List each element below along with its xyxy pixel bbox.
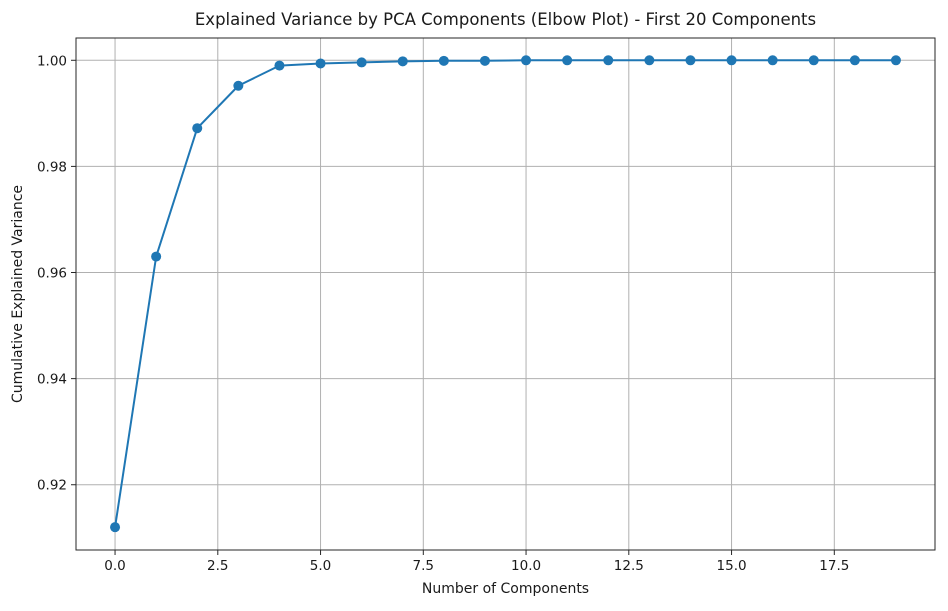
data-point bbox=[808, 55, 819, 66]
data-point bbox=[767, 55, 778, 66]
data-point bbox=[603, 55, 614, 66]
x-axis-title: Number of Components bbox=[422, 581, 589, 597]
x-tick-label: 10.0 bbox=[511, 558, 541, 574]
data-point bbox=[849, 55, 860, 66]
y-tick-label: 0.98 bbox=[37, 159, 67, 175]
x-tick-label: 17.5 bbox=[819, 558, 849, 574]
data-point bbox=[562, 55, 573, 66]
x-tick-label: 5.0 bbox=[310, 558, 331, 574]
plot-area-frame bbox=[75, 37, 936, 551]
data-point bbox=[233, 80, 244, 91]
x-tick-label: 15.0 bbox=[717, 558, 747, 574]
data-point bbox=[397, 56, 408, 67]
y-tick-label: 1.00 bbox=[37, 53, 67, 69]
x-tick-label: 0.0 bbox=[104, 558, 125, 574]
axis-ticks: 0.0 2.5 5.0 7.5 10.0 12.5 15.0 17.5 0.92 0.94 0.96… bbox=[37, 53, 849, 574]
data-point bbox=[726, 55, 737, 66]
data-point bbox=[110, 522, 121, 533]
data-point bbox=[685, 55, 696, 66]
y-tick-label: 0.96 bbox=[37, 266, 67, 282]
data-point bbox=[151, 251, 162, 262]
data-point bbox=[644, 55, 655, 66]
x-tick-label: 7.5 bbox=[413, 558, 434, 574]
y-axis-title: Cumulative Explained Variance bbox=[10, 185, 26, 403]
data-point bbox=[315, 58, 326, 69]
data-point bbox=[192, 123, 203, 134]
y-tick-label: 0.92 bbox=[37, 478, 67, 494]
series bbox=[110, 55, 901, 533]
series-line bbox=[114, 59, 896, 528]
data-point bbox=[274, 60, 285, 71]
data-point bbox=[438, 55, 449, 66]
chart-title: Explained Variance by PCA Components (El… bbox=[195, 10, 816, 29]
data-point bbox=[890, 55, 901, 66]
data-point bbox=[479, 55, 490, 66]
y-tick-label: 0.94 bbox=[37, 372, 67, 388]
x-tick-label: 12.5 bbox=[614, 558, 644, 574]
data-point bbox=[356, 57, 367, 68]
data-point bbox=[521, 55, 532, 66]
x-tick-label: 2.5 bbox=[207, 558, 228, 574]
